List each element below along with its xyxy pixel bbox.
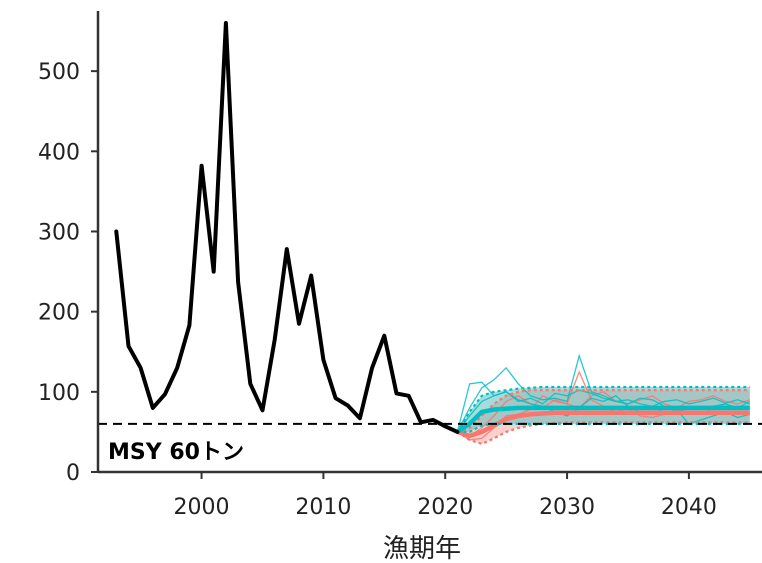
x-axis-title: 漁期年 [383, 534, 461, 563]
x-tick-label-2040: 2040 [661, 495, 717, 520]
y-tick-label-400: 400 [38, 140, 80, 165]
y-tick-label-300: 300 [38, 220, 80, 245]
projection-median-2 [456, 405, 750, 434]
y-tick-label-100: 100 [38, 381, 80, 406]
y-tick-label-0: 0 [66, 461, 80, 486]
projection-sample-1-2 [457, 391, 751, 437]
x-tick-label-2000: 2000 [174, 495, 230, 520]
plot-area: MSY 60トン [98, 21, 762, 465]
observed-series [114, 21, 460, 434]
observed-line [114, 21, 460, 434]
x-tick-label-2020: 2020 [417, 495, 473, 520]
axes: 0 100 200 300 400 500 2000 2010 2020 2030 2040 [38, 11, 762, 520]
x-tick-label-2010: 2010 [295, 495, 351, 520]
projection-median-1 [456, 410, 750, 439]
reference-line-group: MSY 60トン [98, 422, 762, 465]
y-tick-label-500: 500 [38, 60, 80, 85]
msy-reference-label: MSY 60トン [108, 440, 244, 465]
projection-upper-1 [457, 389, 750, 433]
y-tick-label-200: 200 [38, 301, 80, 326]
x-tick-label-2030: 2030 [539, 495, 595, 520]
projection-upper-2 [456, 385, 750, 433]
projection-lower-1 [456, 421, 750, 446]
projection-sample-2-3 [456, 381, 751, 433]
